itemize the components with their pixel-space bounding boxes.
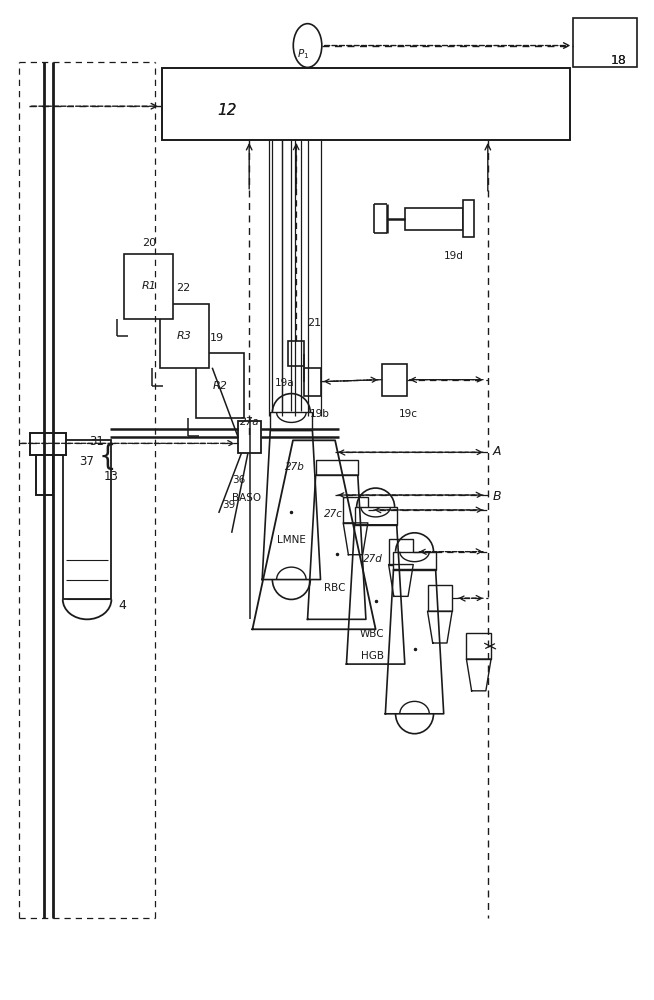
Text: 18: 18 — [610, 54, 627, 67]
Text: 4: 4 — [118, 599, 126, 612]
Bar — [382, 364, 407, 396]
Bar — [466, 633, 491, 659]
Bar — [354, 507, 397, 525]
Text: $P_1$: $P_1$ — [297, 47, 309, 61]
Text: 20: 20 — [142, 238, 156, 248]
Text: B: B — [493, 490, 502, 503]
Text: 19c: 19c — [398, 409, 417, 419]
Bar — [270, 412, 313, 430]
Bar — [238, 421, 261, 453]
Text: 18: 18 — [610, 54, 627, 67]
Bar — [394, 552, 436, 570]
Text: A: A — [493, 445, 502, 458]
Text: BASO: BASO — [232, 493, 261, 503]
Text: LMNE: LMNE — [277, 535, 306, 545]
Bar — [574, 18, 637, 67]
Bar — [30, 433, 65, 455]
Bar — [162, 68, 570, 140]
Text: 19a: 19a — [275, 378, 295, 388]
Text: 19: 19 — [211, 333, 224, 343]
Bar — [316, 460, 358, 475]
Text: {: { — [99, 443, 116, 471]
Bar — [405, 208, 463, 230]
Bar — [343, 497, 368, 523]
Text: HGB: HGB — [361, 651, 384, 661]
Bar — [63, 440, 111, 599]
Text: 12: 12 — [216, 103, 236, 118]
Bar — [160, 304, 209, 368]
Bar — [196, 353, 245, 418]
Text: 31: 31 — [89, 435, 104, 448]
Text: 19d: 19d — [443, 251, 464, 261]
Text: 22: 22 — [177, 283, 191, 293]
Text: 36: 36 — [232, 475, 245, 485]
Bar — [37, 455, 53, 495]
Text: 27b: 27b — [285, 462, 305, 472]
Text: 21: 21 — [307, 318, 322, 328]
Bar — [428, 585, 452, 611]
Bar — [288, 341, 304, 366]
Text: 39: 39 — [222, 500, 235, 510]
Bar — [388, 539, 413, 565]
Text: RBC: RBC — [324, 583, 345, 593]
Bar — [124, 254, 173, 319]
Text: 37: 37 — [79, 455, 94, 468]
Text: 27d: 27d — [363, 554, 383, 564]
Bar — [304, 368, 320, 396]
Text: R2: R2 — [213, 381, 228, 391]
Text: 27c: 27c — [324, 509, 343, 519]
Text: 13: 13 — [103, 470, 118, 483]
Text: R3: R3 — [177, 331, 192, 341]
Text: 12: 12 — [216, 103, 236, 118]
Text: 27a: 27a — [239, 417, 259, 427]
Bar — [463, 200, 473, 237]
Text: R1: R1 — [141, 281, 156, 291]
Text: WBC: WBC — [360, 629, 384, 639]
Text: 19b: 19b — [309, 409, 330, 419]
